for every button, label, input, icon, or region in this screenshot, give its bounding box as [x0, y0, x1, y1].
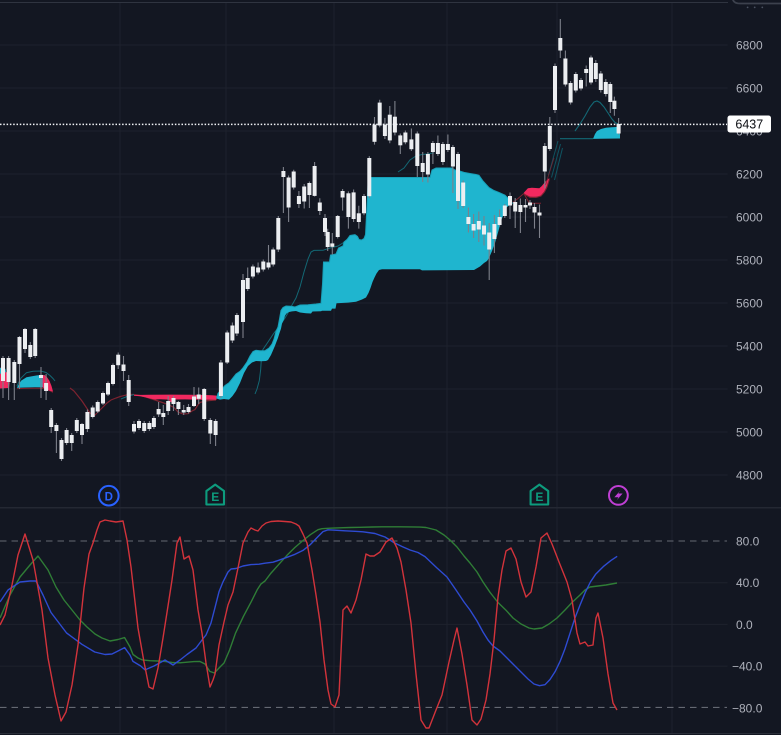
svg-text:−80.0: −80.0 [732, 701, 763, 715]
svg-text:−40.0: −40.0 [732, 660, 763, 674]
svg-text:6437: 6437 [735, 117, 763, 131]
svg-text:0.0: 0.0 [736, 618, 753, 632]
svg-text:5800: 5800 [736, 254, 763, 268]
svg-text:5000: 5000 [736, 426, 763, 440]
svg-text:6800: 6800 [736, 39, 763, 53]
svg-text:40.0: 40.0 [736, 576, 760, 590]
svg-text:5200: 5200 [736, 383, 763, 397]
svg-text:E: E [535, 490, 543, 504]
svg-text:80.0: 80.0 [736, 535, 760, 549]
svg-text:E: E [211, 490, 219, 504]
svg-text:6600: 6600 [736, 82, 763, 96]
svg-text:5400: 5400 [736, 340, 763, 354]
svg-text:6200: 6200 [736, 168, 763, 182]
svg-text:5600: 5600 [736, 297, 763, 311]
svg-text:6000: 6000 [736, 211, 763, 225]
svg-text:D: D [105, 491, 113, 503]
svg-text:4800: 4800 [736, 469, 763, 483]
